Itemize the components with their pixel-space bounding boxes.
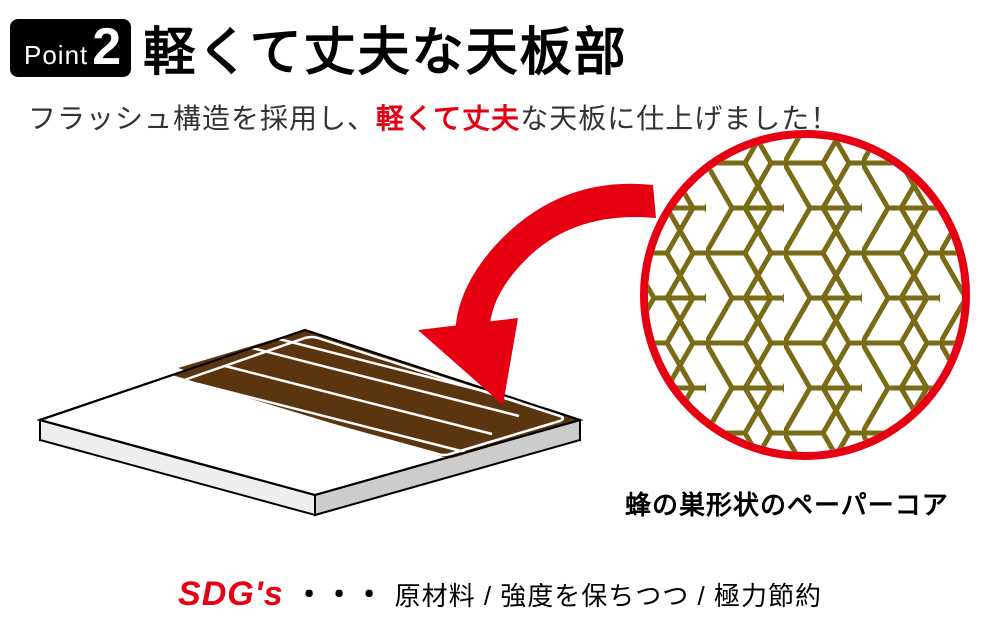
sdg-text: 原材料 / 強度を保ちつつ / 極力節約 (395, 581, 822, 611)
point-badge: Point 2 (10, 19, 131, 77)
arrow-icon (408, 170, 668, 410)
header: Point 2 軽くて丈夫な天板部 (0, 0, 1000, 85)
magnifier-circle (640, 130, 970, 460)
subtitle-pre: フラッシュ構造を採用し、 (28, 103, 376, 134)
diagram-area: 蜂の巣形状のペーパーコア (0, 140, 1000, 560)
honeycomb-pattern (640, 130, 970, 460)
subtitle-highlight: 軽くて丈夫 (376, 103, 520, 134)
page-title: 軽くて丈夫な天板部 (143, 10, 627, 85)
point-label: Point (24, 42, 88, 68)
sdg-label: SDG's (178, 575, 284, 613)
honeycomb-caption: 蜂の巣形状のペーパーコア (625, 485, 949, 522)
point-number: 2 (92, 25, 121, 69)
magnifier (640, 130, 970, 460)
sdg-dots: ・・・ (294, 579, 384, 612)
sdg-line: SDG's ・・・ 原材料 / 強度を保ちつつ / 極力節約 (0, 570, 1000, 614)
